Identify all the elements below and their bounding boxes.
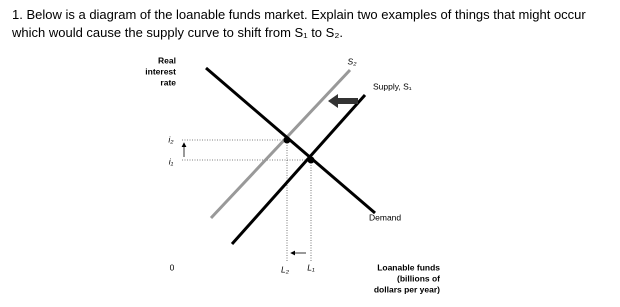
y-axis-label: Real <box>158 55 176 65</box>
i1-label: i₁ <box>169 156 174 166</box>
supply-s1-curve <box>230 94 367 245</box>
s1-label: Supply, S₁ <box>373 81 412 91</box>
i2-label: i₂ <box>168 134 174 144</box>
shift-arrow <box>328 94 358 108</box>
y-axis-label: rate <box>160 77 176 87</box>
equilibrium-point <box>307 156 315 164</box>
supply-s2-curve <box>209 68 352 220</box>
demand-label: Demand <box>369 212 401 222</box>
origin-label: 0 <box>170 262 175 272</box>
l1-label: L₁ <box>307 262 315 272</box>
x-axis-label: dollars per year) <box>374 284 440 294</box>
demand-curve <box>205 66 376 215</box>
l2-label: L₂ <box>281 264 290 274</box>
equilibrium-point <box>283 136 291 144</box>
question-line: which would cause the supply curve to sh… <box>12 25 343 40</box>
y-axis-label: interest <box>145 66 176 76</box>
x-axis-label: Loanable funds <box>377 262 440 272</box>
x-axis-label: (billions of <box>397 273 440 283</box>
s2-label: S₂ <box>348 56 358 66</box>
question-line: 1. Below is a diagram of the loanable fu… <box>12 7 586 22</box>
